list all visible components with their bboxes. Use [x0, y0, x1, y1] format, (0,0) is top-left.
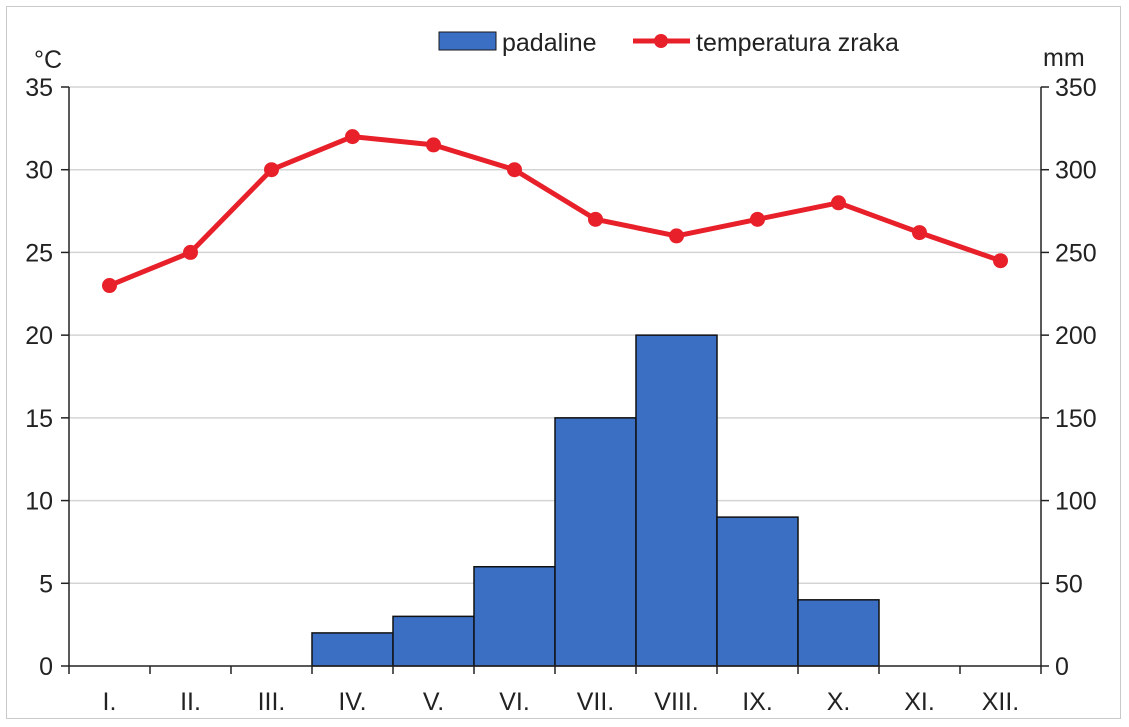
x-tick-label: XII. [982, 688, 1020, 716]
right-tick-label: 350 [1055, 74, 1097, 102]
temperature-point-X [831, 195, 846, 211]
axes [61, 86, 1049, 674]
x-tick-label: VI. [499, 688, 530, 716]
right-tick-label: 150 [1055, 405, 1097, 433]
x-tick-label: VIII. [654, 688, 698, 716]
right-tick-label: 250 [1055, 239, 1097, 267]
left-tick-label: 30 [25, 157, 53, 185]
legend-swatch-padaline [438, 31, 497, 51]
x-tick-label: X. [827, 688, 851, 716]
left-tick-label: 35 [25, 74, 53, 102]
legend: padaline temperatura zraka [438, 29, 899, 57]
left-tick-label: 25 [25, 239, 53, 267]
temperature-point-VI [507, 162, 522, 178]
right-axis-unit: mm [1043, 44, 1085, 72]
legend-label-padaline: padaline [502, 29, 597, 57]
x-tick-label: III. [258, 688, 286, 716]
left-tick-label: 20 [25, 322, 53, 350]
x-tick-label: II. [180, 688, 201, 716]
right-tick-label: 300 [1055, 157, 1097, 185]
right-tick-label: 0 [1055, 653, 1069, 681]
temperature-point-VIII [669, 228, 684, 244]
temperature-series-line [108, 134, 1002, 288]
x-tick-label: IV. [338, 688, 366, 716]
left-axis-unit: °C [34, 46, 62, 74]
right-tick-label: 50 [1055, 570, 1083, 598]
left-tick-label: 5 [39, 570, 53, 598]
bar-V [392, 615, 475, 667]
legend-label-temperature: temperatura zraka [696, 29, 899, 57]
bar-VIII [635, 334, 718, 667]
x-tick-label: IX. [742, 688, 773, 716]
bar-IX [716, 516, 799, 667]
bar-IV [311, 632, 394, 667]
temperature-point-V [426, 137, 441, 153]
temperature-line [102, 129, 1008, 294]
grid-lines [69, 86, 1041, 585]
temperature-point-XI [912, 225, 927, 241]
legend-swatch-temperature-marker [654, 34, 668, 48]
bar-VI [473, 565, 556, 667]
temperature-point-IV [345, 129, 360, 145]
left-tick-label: 10 [25, 488, 53, 516]
left-tick-label: 15 [25, 405, 53, 433]
temperature-point-VII [588, 211, 603, 227]
bar-VII [554, 417, 637, 667]
temperature-point-I [102, 278, 117, 294]
bar-X [797, 599, 880, 667]
temperature-point-II [183, 244, 198, 260]
x-tick-label: V. [423, 688, 444, 716]
x-tick-label: I. [103, 688, 117, 716]
temperature-point-III [264, 162, 279, 178]
right-tick-label: 100 [1055, 488, 1097, 516]
left-tick-label: 0 [39, 653, 53, 681]
temperature-point-IX [750, 211, 765, 227]
precipitation-bars [311, 334, 880, 667]
x-tick-label: VII. [577, 688, 615, 716]
right-tick-label: 200 [1055, 322, 1097, 350]
temperature-point-XII [993, 253, 1008, 269]
x-tick-label: XI. [904, 688, 935, 716]
